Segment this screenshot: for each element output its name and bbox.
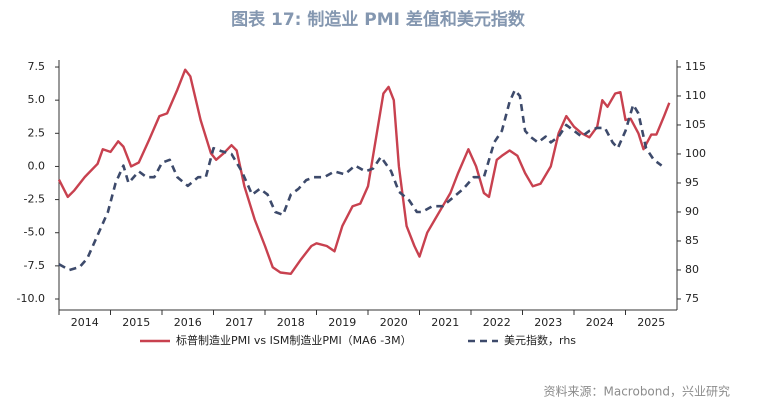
- y2-tick-label: 110: [685, 89, 706, 102]
- legend-label: 美元指数，rhs: [504, 333, 576, 347]
- y-tick-label: -7.5: [24, 259, 45, 272]
- x-tick-label: 2016: [174, 316, 202, 329]
- y2-tick-label: 105: [685, 118, 706, 131]
- legend-label: 标普制造业PMI vs ISM制造业PMI（MA6 -3M）: [176, 333, 412, 347]
- x-tick-label: 2022: [483, 316, 511, 329]
- x-tick-label: 2021: [431, 316, 459, 329]
- x-tick-label: 2024: [586, 316, 614, 329]
- y-tick-label: -10.0: [17, 292, 45, 305]
- x-tick-label: 2018: [277, 316, 305, 329]
- y2-tick-label: 90: [685, 205, 699, 218]
- chart-title: 图表 17: 制造业 PMI 差值和美元指数: [231, 9, 526, 30]
- source-note: 资料来源：Macrobond，兴业研究: [544, 384, 731, 399]
- x-tick-label: 2014: [71, 316, 99, 329]
- y-tick-label: 5.0: [28, 93, 46, 106]
- y-tick-label: 7.5: [28, 60, 46, 73]
- y-tick-label: -5.0: [24, 226, 45, 239]
- y-tick-label: -2.5: [24, 193, 45, 206]
- y2-tick-label: 80: [685, 263, 699, 276]
- series-line: [57, 68, 671, 275]
- x-tick-label: 2025: [637, 316, 665, 329]
- series-line: [58, 88, 663, 272]
- y-tick-label: 2.5: [28, 126, 46, 139]
- y2-tick-label: 100: [685, 147, 706, 160]
- x-tick-label: 2019: [328, 316, 356, 329]
- y2-tick-label: 95: [685, 176, 699, 189]
- x-tick-label: 2015: [122, 316, 150, 329]
- x-tick-label: 2023: [534, 316, 562, 329]
- x-tick-label: 2017: [225, 316, 253, 329]
- x-tick-label: 2020: [380, 316, 408, 329]
- y2-tick-label: 75: [685, 292, 699, 305]
- y2-tick-label: 85: [685, 234, 699, 247]
- y2-tick-label: 115: [685, 60, 706, 73]
- y-tick-label: 0.0: [28, 159, 46, 172]
